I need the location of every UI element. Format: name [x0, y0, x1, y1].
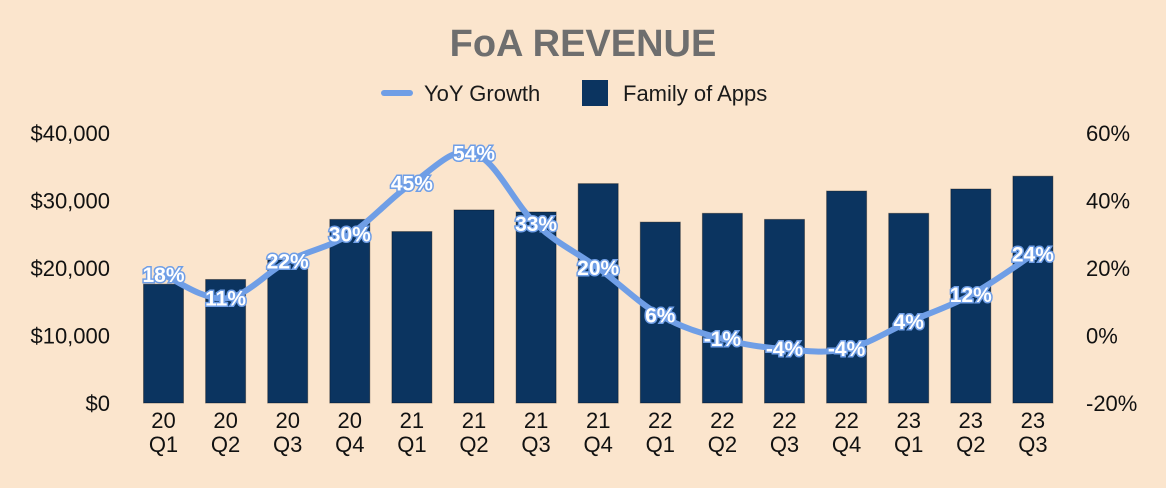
bar — [764, 218, 805, 404]
right-tick-label: 0% — [1086, 324, 1118, 349]
x-tick-label: 22 Q3 — [770, 408, 799, 457]
bar — [888, 212, 930, 404]
right-tick-label: -20% — [1086, 391, 1137, 416]
left-tick-label: $40,000 — [30, 121, 110, 146]
left-tick-label: $0 — [86, 391, 110, 416]
legend-family-of-apps: Family of Apps — [623, 81, 767, 106]
bar — [391, 231, 433, 404]
x-tick-label: 23 Q1 — [894, 408, 923, 457]
x-tick-label: 21 Q2 — [459, 408, 488, 457]
yoy-data-label: 4% — [894, 311, 925, 334]
x-tick-label: 20 Q3 — [273, 408, 302, 457]
left-tick-label: $30,000 — [30, 189, 110, 214]
chart-title: FoA REVENUE — [450, 23, 717, 65]
left-axis: $0 $10,000 $20,000 $30,000 $40,000 — [30, 121, 110, 416]
yoy-data-label: -4% — [766, 338, 804, 361]
yoy-data-label: 30% — [329, 223, 371, 246]
x-tick-label: 23 Q2 — [956, 408, 985, 457]
x-tick-label: 20 Q2 — [211, 408, 240, 457]
line-series: 18% 11% 22% 30% 45% 54% 33% 20% 6% -1% -4% -4% 4% 12%… — [141, 141, 1056, 363]
right-axis: -20% 0% 20% 40% 60% — [1086, 121, 1137, 416]
yoy-data-label: 33% — [515, 213, 557, 236]
x-tick-label: 21 Q3 — [521, 408, 550, 457]
legend: YoY Growth Family of Apps — [381, 80, 767, 106]
x-axis: 20 Q1 20 Q2 20 Q3 20 Q4 21 Q1 21 Q2 21 Q3 21 Q4 22 Q1 22 Q2… — [149, 408, 1048, 457]
yoy-data-label: 6% — [645, 304, 676, 327]
x-tick-label: 21 Q4 — [584, 408, 613, 457]
right-tick-label: 40% — [1086, 189, 1130, 214]
x-tick-label: 22 Q2 — [708, 408, 737, 457]
bar — [267, 259, 309, 404]
bar — [329, 218, 371, 404]
x-tick-label: 23 Q3 — [1018, 408, 1047, 457]
legend-bar-swatch — [582, 80, 608, 106]
x-tick-label: 21 Q1 — [397, 408, 426, 457]
bar — [1012, 175, 1054, 404]
yoy-data-label: 20% — [577, 257, 619, 280]
bar — [701, 212, 743, 404]
yoy-growth-line — [160, 148, 1036, 355]
bar — [143, 283, 184, 404]
yoy-data-label: 18% — [142, 264, 184, 287]
left-tick-label: $20,000 — [30, 256, 110, 281]
x-tick-label: 22 Q1 — [646, 408, 675, 457]
yoy-data-label: 11% — [205, 287, 246, 310]
yoy-data-label: -4% — [828, 338, 866, 361]
yoy-data-label: 45% — [391, 173, 433, 196]
bar — [453, 209, 495, 404]
yoy-data-label: 22% — [267, 250, 309, 273]
yoy-data-label: 24% — [1012, 244, 1054, 267]
x-tick-label: 22 Q4 — [832, 408, 861, 457]
yoy-data-label: 54% — [453, 142, 495, 165]
x-tick-label: 20 Q1 — [149, 408, 178, 457]
bar — [577, 183, 619, 404]
legend-yoy-growth: YoY Growth — [424, 81, 540, 106]
bar — [826, 190, 868, 404]
x-tick-label: 20 Q4 — [335, 408, 364, 457]
bar — [515, 211, 557, 404]
left-tick-label: $10,000 — [30, 324, 110, 349]
yoy-data-label: 12% — [950, 284, 992, 307]
yoy-data-label: -1% — [704, 328, 742, 351]
right-tick-label: 20% — [1086, 256, 1130, 281]
right-tick-label: 60% — [1086, 121, 1130, 146]
bar-series — [143, 175, 1054, 404]
